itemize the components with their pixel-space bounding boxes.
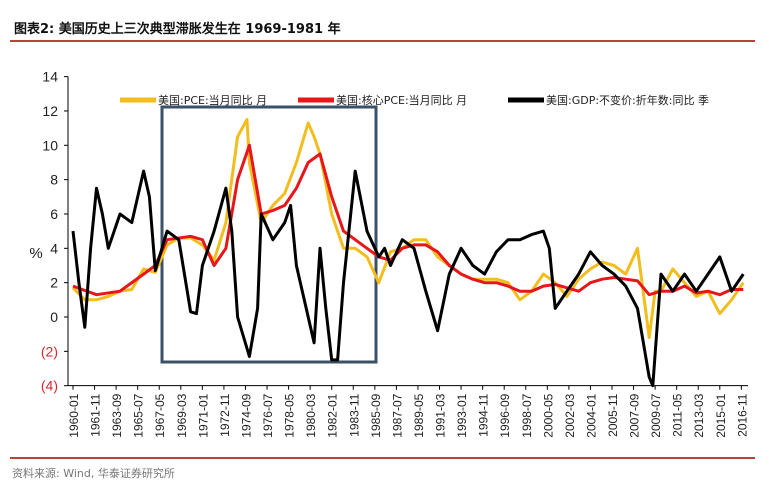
y-tick-label: 14 (42, 69, 58, 85)
x-tick-label: 1982-01 (326, 393, 340, 437)
x-tick-label: 1963-09 (110, 393, 124, 437)
y-tick-label: 12 (42, 103, 58, 119)
series-line-2 (71, 169, 745, 388)
x-tick-label: 2009-07 (649, 393, 663, 437)
y-tick-label: 6 (50, 206, 58, 222)
legend-label: 美国:GDP:不变价:折年数:同比 季 (546, 93, 709, 107)
x-tick-label: 1989-05 (412, 393, 426, 437)
y-tick-label: 0 (50, 309, 58, 325)
x-tick-label: 1980-03 (304, 393, 318, 437)
x-tick-label: 2013-03 (692, 393, 706, 437)
y-tick-label: (4) (41, 378, 58, 394)
x-tick-label: 1985-09 (369, 393, 383, 437)
series-line-0 (71, 118, 745, 340)
x-tick-label: 1994-11 (477, 393, 491, 436)
x-tick-label: 2011-05 (671, 393, 685, 436)
y-tick-label: (2) (41, 343, 58, 359)
legend-label: 美国:PCE:当月同比 月 (158, 93, 267, 107)
series-line-1 (72, 143, 744, 297)
x-tick-label: 2016-11 (735, 393, 749, 436)
x-tick-label: 1972-11 (218, 393, 232, 436)
x-tick-label: 2004-01 (584, 393, 598, 437)
title-rule (10, 40, 755, 42)
y-axis-label: % (29, 245, 42, 262)
x-tick-label: 2015-01 (714, 393, 728, 437)
x-tick-label: 1998-07 (520, 393, 534, 437)
x-tick-label: 1967-05 (153, 393, 167, 437)
legend-label: 美国:核心PCE:当月同比 月 (336, 93, 467, 107)
x-tick-label: 1983-11 (347, 393, 361, 436)
x-tick-label: 1993-01 (455, 393, 469, 437)
x-tick-label: 1987-07 (390, 393, 404, 437)
x-tick-label: 2002-03 (563, 393, 577, 437)
y-tick-label: 2 (50, 275, 58, 291)
x-tick-label: 1971-01 (196, 393, 210, 437)
x-tick-label: 2007-09 (628, 393, 642, 437)
x-tick-label: 1978-05 (283, 393, 297, 437)
x-tick-label: 1960-01 (67, 393, 81, 437)
x-tick-label: 2000-05 (541, 393, 555, 437)
y-tick-label: 8 (50, 172, 58, 188)
stagflation-highlight-box (160, 105, 378, 364)
source-note: 资料来源: Wind, 华泰证券研究所 (12, 467, 175, 480)
y-tick-label: 10 (42, 137, 58, 153)
x-tick-label: 1974-09 (239, 393, 253, 437)
chart-title: 图表2: 美国历史上三次典型滞胀发生在 1969-1981 年 (14, 22, 341, 37)
x-tick-label: 1976-07 (261, 393, 275, 437)
y-tick-label: 4 (50, 240, 58, 256)
x-tick-label: 1991-03 (434, 393, 448, 437)
x-tick-label: 1961-11 (89, 393, 103, 436)
x-tick-label: 1996-09 (498, 393, 512, 437)
footer-rule (10, 457, 755, 459)
x-tick-label: 1969-03 (175, 393, 189, 437)
x-tick-label: 2005-11 (606, 393, 620, 436)
x-tick-label: 1965-07 (132, 393, 146, 437)
